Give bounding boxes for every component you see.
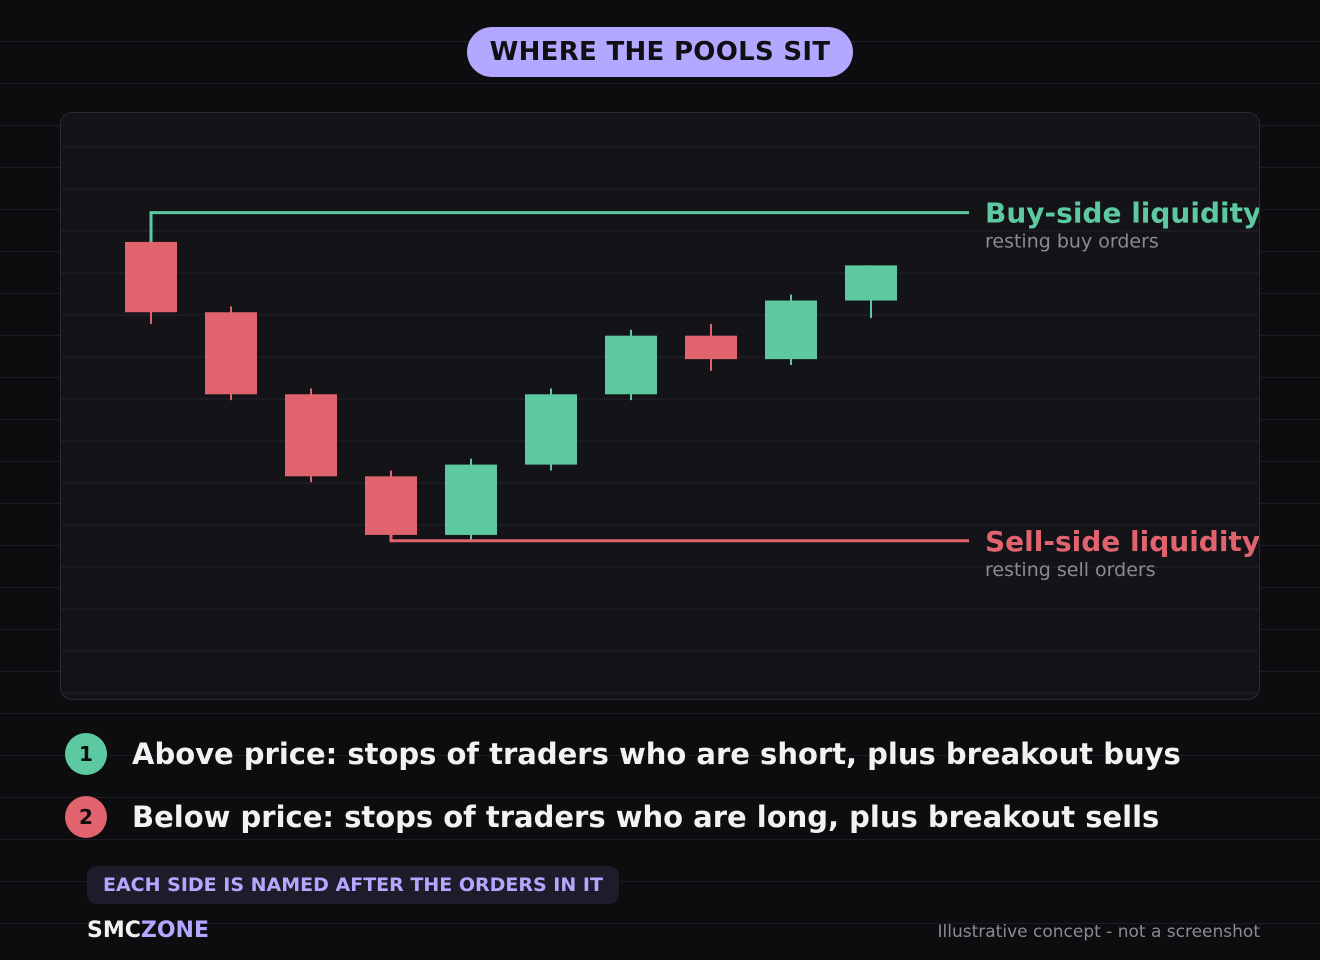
liquidity-level-line <box>149 211 969 242</box>
point-item-1: 1 Above price: stops of traders who are … <box>65 733 1181 775</box>
candle-body <box>285 394 337 477</box>
liquidity-level-line <box>389 534 969 543</box>
disclaimer: Illustrative concept - not a screenshot <box>937 922 1260 942</box>
page-title: WHERE THE POOLS SIT <box>489 37 831 67</box>
brand-part1: SMC <box>87 918 141 943</box>
brand-part2: ZONE <box>140 918 209 943</box>
point-text: Below price: stops of traders who are lo… <box>132 800 1160 834</box>
note-pill: EACH SIDE IS NAMED AFTER THE ORDERS IN I… <box>87 866 619 904</box>
liquidity-sublabel: resting sell orders <box>985 559 1156 581</box>
chart-panel: Buy-side liquidity resting buy orders Sell… <box>60 112 1260 700</box>
point-text: Above price: stops of traders who are sh… <box>132 737 1181 771</box>
candle-body <box>445 464 497 535</box>
candle-body <box>605 335 657 395</box>
point-item-2: 2 Below price: stops of traders who are … <box>65 796 1159 838</box>
candle-body <box>845 265 897 301</box>
candle-body <box>765 300 817 360</box>
liquidity-label: Sell-side liquidity <box>985 525 1259 558</box>
candle-body <box>525 394 577 465</box>
point-number-badge: 2 <box>65 796 107 838</box>
candle-body <box>205 312 257 395</box>
note-text: EACH SIDE IS NAMED AFTER THE ORDERS IN I… <box>103 874 603 896</box>
liquidity-label: Buy-side liquidity <box>985 197 1259 230</box>
liquidity-sublabel: resting buy orders <box>985 231 1159 253</box>
point-number-badge: 1 <box>65 733 107 775</box>
title-pill: WHERE THE POOLS SIT <box>467 27 853 77</box>
candle-body <box>685 335 737 360</box>
brand-logo: SMCZONE <box>87 918 209 943</box>
candle-body <box>125 241 177 313</box>
candle-body <box>365 476 417 535</box>
